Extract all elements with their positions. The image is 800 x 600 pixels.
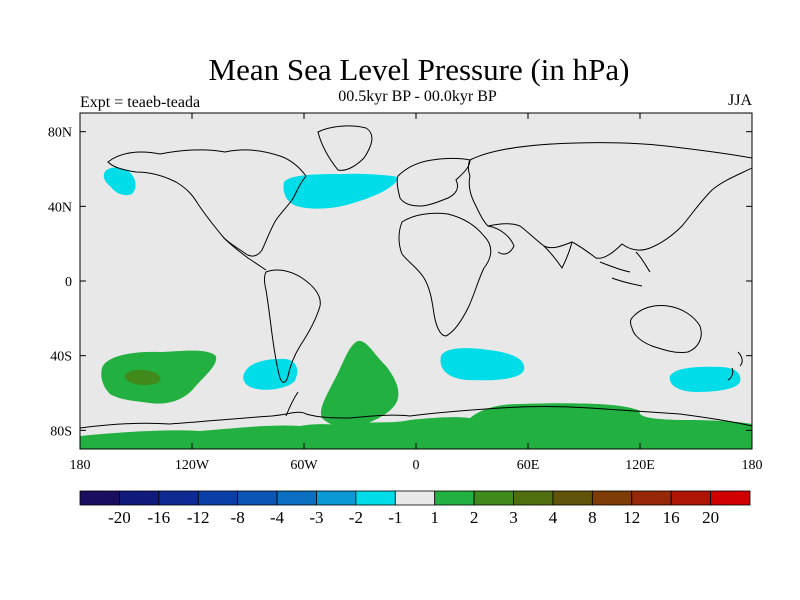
x-tick-label: 120W — [175, 458, 210, 473]
north-pacific-low-region — [103, 167, 136, 196]
antarctic-high-band-region — [80, 403, 752, 449]
colorbar-swatch — [79, 490, 120, 506]
experiment-label: Expt = teaeb-teada — [80, 94, 201, 111]
colorbar-swatch — [670, 490, 711, 506]
colorbar-swatch — [394, 490, 436, 506]
y-tick-label: 40N — [48, 200, 72, 215]
colorbar-swatch — [434, 490, 475, 506]
north-atlantic-low-region — [283, 173, 398, 209]
colorbar-label: 8 — [588, 508, 597, 527]
x-tick-label: 60E — [517, 458, 540, 473]
south-america-outline — [264, 269, 321, 383]
colorbar-label: 2 — [470, 508, 479, 527]
x-tick-label: 180 — [742, 458, 763, 473]
season-label: JJA — [727, 92, 752, 109]
y-tick-label: 80S — [50, 424, 72, 439]
colorbar-swatch — [552, 490, 593, 506]
colorbar-swatch — [316, 490, 357, 506]
colorbar-swatch — [276, 490, 317, 506]
colorbar-label: -3 — [309, 508, 323, 527]
asia-outline — [468, 142, 752, 259]
y-tick-label: 80N — [48, 126, 72, 141]
y-tick-label: 0 — [65, 275, 72, 290]
colorbar-swatch — [631, 490, 672, 506]
south-pacific-high-core-region — [124, 369, 161, 385]
south-atlantic-high-region — [320, 340, 399, 428]
colorbar-swatch — [197, 490, 239, 506]
colorbar-label: -4 — [270, 508, 285, 527]
y-axis: 80N 40N 0 40S 80S — [48, 126, 752, 439]
x-tick-label: 0 — [413, 458, 420, 473]
colorbar-label: -12 — [187, 508, 210, 527]
colorbar-label: 12 — [623, 508, 640, 527]
europe-outline — [396, 158, 471, 207]
x-tick-label: 120E — [625, 458, 655, 473]
map-background — [80, 113, 752, 449]
map-content — [80, 125, 752, 449]
anomaly-regions — [80, 167, 752, 449]
australia-outline — [630, 305, 702, 353]
colorbar-swatch — [710, 490, 751, 506]
colorbar-swatch — [158, 490, 199, 506]
x-tick-label: 60W — [290, 458, 318, 473]
maritime-asia-outline — [599, 251, 651, 287]
colorbar-swatch — [513, 490, 554, 506]
colorbar-label: -20 — [108, 508, 131, 527]
x-tick-label: 180 — [70, 458, 91, 473]
colorbar-swatch — [473, 490, 514, 506]
arabia-india-outline — [487, 225, 573, 269]
colorbar-swatch — [355, 490, 396, 506]
chart-subtitle: 00.5kyr BP - 00.0kyr BP — [338, 88, 497, 105]
central-america-outline — [223, 237, 267, 271]
new-zealand-outline — [727, 351, 743, 381]
colorbar-label: 16 — [663, 508, 680, 527]
antarctica-outline — [80, 406, 752, 429]
coastlines — [80, 125, 752, 429]
colorbar-swatch — [591, 490, 633, 506]
colorbar-label: 4 — [549, 508, 558, 527]
colorbar-swatch — [119, 490, 160, 506]
south-indian-low-region — [440, 348, 525, 381]
y-tick-label: 40S — [50, 350, 72, 365]
africa-outline — [398, 212, 492, 337]
colorbar-label: 1 — [430, 508, 439, 527]
colorbar: -20 -16 -12 -8 -4 -3 -2 -1 1 2 3 4 8 12 16 20 — [79, 490, 751, 527]
colorbar-label: -16 — [147, 508, 170, 527]
colorbar-label: -8 — [231, 508, 245, 527]
north-america-outline — [107, 149, 307, 257]
chart-title: Mean Sea Level Pressure (in hPa) — [208, 52, 630, 87]
colorbar-label: -1 — [388, 508, 402, 527]
x-axis: 180 120W 60W 0 60E 120E 180 — [70, 113, 763, 473]
colorbar-label: 3 — [509, 508, 518, 527]
colorbar-label: -2 — [349, 508, 363, 527]
greenland-outline — [317, 125, 373, 171]
antarctic-peninsula-outline — [285, 391, 299, 417]
colorbar-label: 20 — [702, 508, 719, 527]
colorbar-swatch — [237, 490, 278, 506]
south-of-australia-low-region — [669, 366, 741, 392]
